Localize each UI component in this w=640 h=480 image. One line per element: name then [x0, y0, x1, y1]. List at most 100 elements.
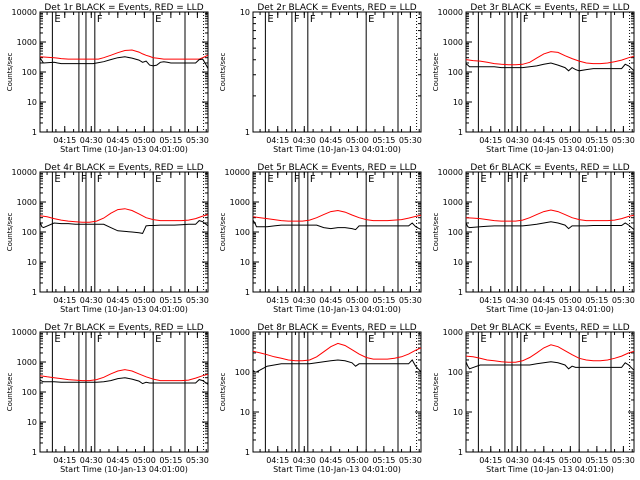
plot-frame	[252, 331, 422, 453]
series-lld-red	[39, 369, 209, 382]
plot-frame	[252, 11, 422, 133]
x-tick-label: 05:00	[133, 456, 156, 465]
y-tick-label: 1	[245, 288, 250, 297]
x-tick-label: 04:15	[53, 296, 76, 305]
event-marker-label: E	[368, 174, 374, 185]
y-tick-label: 100	[22, 68, 37, 77]
y-tick-label: 1	[245, 128, 250, 137]
series-events-black	[39, 220, 209, 234]
y-tick-label: 10	[240, 8, 250, 17]
series-lld-red	[252, 209, 422, 222]
y-tick-label: 1	[458, 288, 463, 297]
x-tick-label: 04:15	[53, 456, 76, 465]
plot-frame	[39, 331, 209, 453]
y-tick-label: 100	[448, 68, 463, 77]
y-tick-label: 1	[458, 448, 463, 457]
event-marker-label: F	[523, 334, 529, 345]
series-events-black	[465, 361, 635, 371]
x-tick-label: 04:45	[106, 456, 129, 465]
series-events-black	[465, 221, 635, 230]
y-axis-label: Counts/sec	[6, 213, 14, 252]
x-tick-label: 05:00	[346, 456, 369, 465]
x-tick-label: 04:30	[293, 456, 316, 465]
chart-title: Det 5r BLACK = Events, RED = LLD	[257, 163, 416, 173]
series-lld-red	[465, 344, 635, 363]
panel-det6: Det 6r BLACK = Events, RED = LLD Counts/s…	[432, 163, 635, 314]
x-tick-label: 05:30	[612, 296, 635, 305]
x-axis-label: Start Time (10-Jan-13 04:01:00)	[486, 145, 614, 154]
event-marker-label: E	[581, 14, 587, 25]
y-tick-label: 100	[448, 368, 463, 377]
y-tick-label: 10	[453, 98, 463, 107]
series-lld-red	[39, 49, 209, 60]
panel-det5: Det 5r BLACK = Events, RED = LLD Counts/s…	[219, 163, 422, 314]
x-tick-label: 05:30	[612, 456, 635, 465]
event-marker-label: F	[97, 334, 103, 345]
event-marker-label: E	[54, 334, 60, 345]
x-tick-label: 04:15	[53, 136, 76, 145]
panel-det2: Det 2r BLACK = Events, RED = LLD Counts/s…	[219, 3, 422, 154]
x-tick-label: 05:00	[346, 136, 369, 145]
y-tick-label: 1000	[17, 198, 37, 207]
y-tick-label: 10	[240, 258, 250, 267]
y-tick-label: 100	[235, 228, 250, 237]
x-tick-label: 05:15	[585, 136, 608, 145]
y-tick-label: 10	[453, 258, 463, 267]
event-marker-label: F	[523, 174, 529, 185]
event-marker-label: E	[368, 14, 374, 25]
y-tick-label: 10	[27, 418, 37, 427]
event-marker-label: E	[581, 334, 587, 345]
y-axis-label: Counts/sec	[6, 373, 14, 412]
x-axis-label: Start Time (10-Jan-13 04:01:00)	[273, 145, 401, 154]
series-lld-red	[39, 208, 209, 223]
y-tick-label: 10	[27, 98, 37, 107]
event-marker-label: E	[155, 174, 161, 185]
series-events-black	[39, 56, 209, 69]
x-tick-label: 04:45	[106, 296, 129, 305]
x-axis-label: Start Time (10-Jan-13 04:01:00)	[273, 465, 401, 474]
plot-frame	[39, 11, 209, 133]
x-tick-label: 04:30	[80, 296, 103, 305]
event-marker-label: E	[480, 334, 486, 345]
x-tick-label: 04:45	[319, 296, 342, 305]
plot-frame	[465, 11, 635, 133]
y-axis-label: Counts/sec	[219, 53, 227, 92]
plot-frame	[39, 171, 209, 293]
plot-frame	[465, 331, 635, 453]
x-tick-label: 04:45	[319, 456, 342, 465]
x-tick-label: 04:30	[293, 136, 316, 145]
x-tick-label: 05:00	[559, 296, 582, 305]
y-tick-label: 10000	[438, 168, 463, 177]
chart-title: Det 9r BLACK = Events, RED = LLD	[470, 323, 629, 333]
series-events-black	[39, 377, 209, 385]
plot-frame	[252, 171, 422, 293]
x-tick-label: 05:30	[399, 296, 422, 305]
y-tick-label: 1000	[17, 358, 37, 367]
x-tick-label: 04:45	[532, 136, 555, 145]
x-tick-label: 05:15	[159, 296, 182, 305]
y-tick-label: 10	[453, 408, 463, 417]
x-tick-label: 04:45	[532, 296, 555, 305]
event-marker-label: E	[267, 174, 273, 185]
x-tick-label: 04:15	[479, 136, 502, 145]
y-tick-label: 1000	[230, 198, 250, 207]
chart-title: Det 4r BLACK = Events, RED = LLD	[44, 163, 203, 173]
series-lld-red	[465, 209, 635, 222]
y-tick-label: 1	[458, 128, 463, 137]
x-tick-label: 05:30	[399, 136, 422, 145]
y-axis-label: Counts/sec	[219, 373, 227, 412]
x-tick-label: 04:15	[266, 136, 289, 145]
event-marker-label: F	[294, 14, 300, 25]
chart-title: Det 7r BLACK = Events, RED = LLD	[44, 323, 203, 333]
y-tick-label: 100	[235, 368, 250, 377]
x-tick-label: 05:30	[186, 296, 209, 305]
x-tick-label: 05:00	[133, 296, 156, 305]
x-axis-label: Start Time (10-Jan-13 04:01:00)	[486, 305, 614, 314]
y-tick-label: 10	[240, 408, 250, 417]
y-tick-label: 100	[448, 228, 463, 237]
event-marker-label: E	[368, 334, 374, 345]
series-events-black	[252, 359, 422, 373]
y-axis-label: Counts/sec	[219, 213, 227, 252]
x-tick-label: 04:30	[80, 456, 103, 465]
event-marker-label: E	[155, 14, 161, 25]
